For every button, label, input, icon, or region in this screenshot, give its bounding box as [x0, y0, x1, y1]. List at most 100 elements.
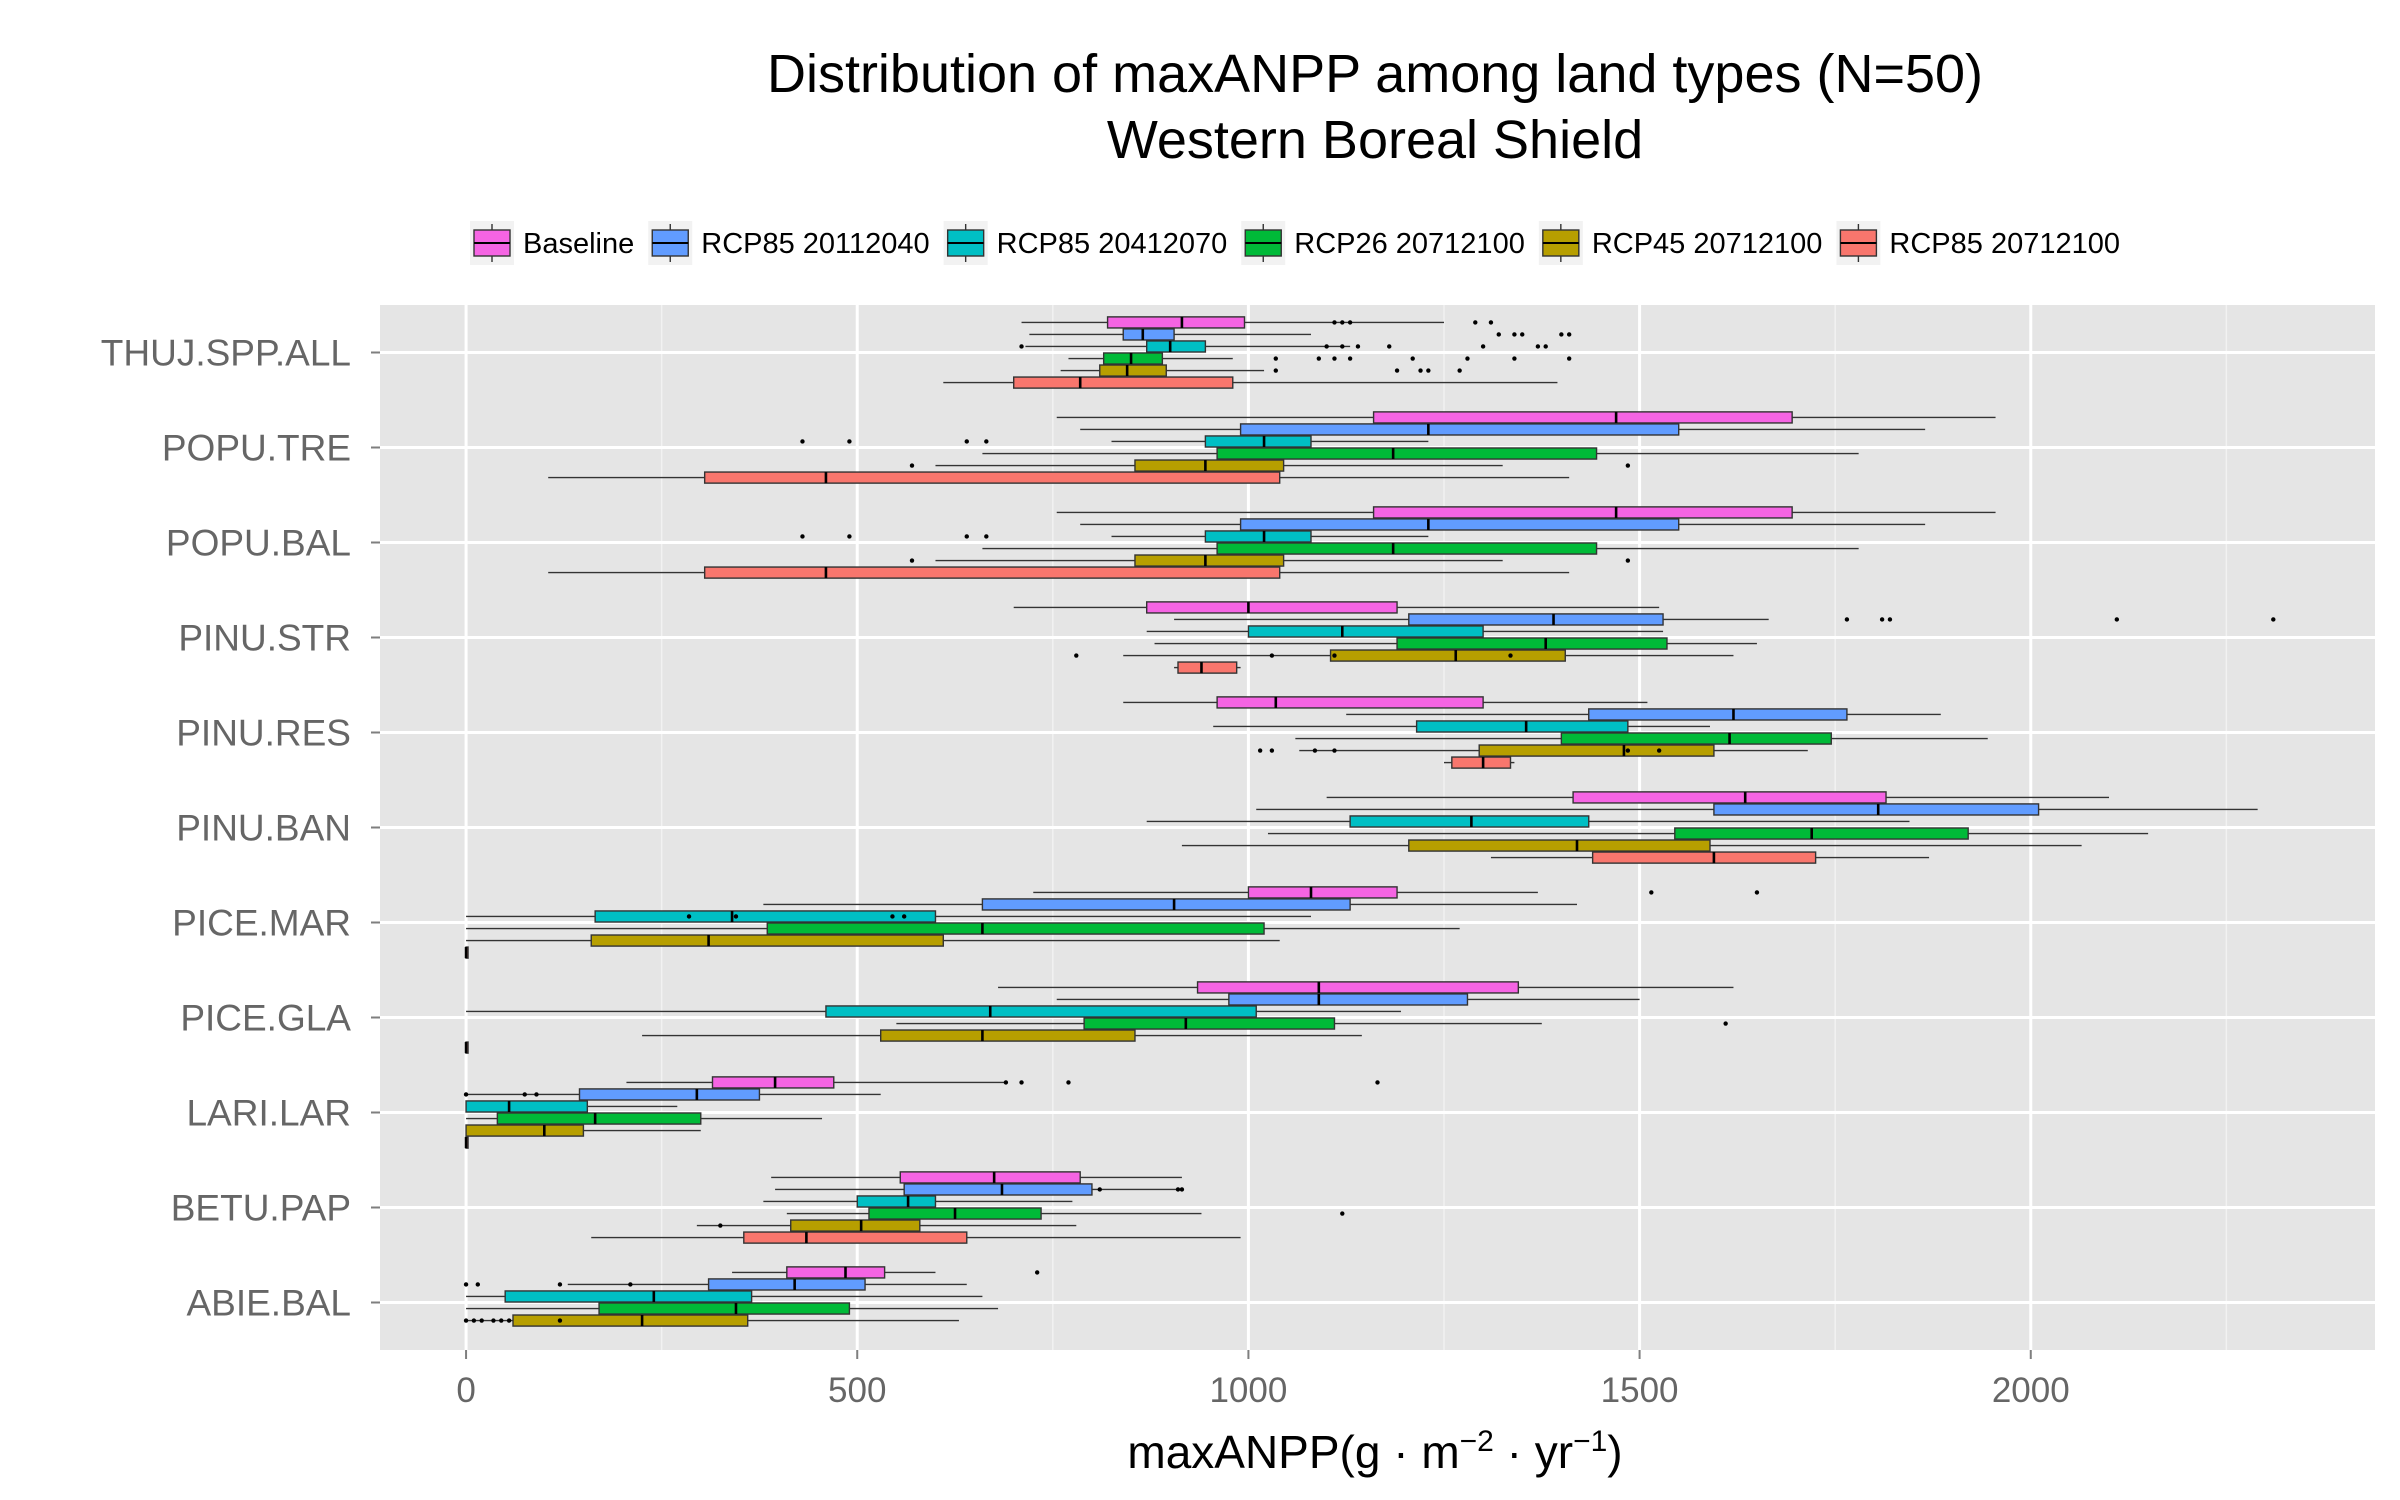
outlier-point: [1418, 368, 1423, 373]
y-tick-label: LARI.LAR: [186, 1093, 351, 1134]
box: [1134, 459, 1285, 472]
box: [981, 898, 1351, 911]
box: [1247, 886, 1398, 899]
outlier-point: [1394, 368, 1400, 373]
outlier-point: [1656, 748, 1662, 753]
box: [578, 1088, 761, 1101]
legend-label: RCP26 20712100: [1294, 228, 1525, 260]
legend-item: Baseline: [470, 221, 634, 265]
box: [1146, 601, 1398, 614]
box-group: [1346, 708, 1941, 721]
y-tick-label: BETU.PAP: [171, 1188, 351, 1229]
box: [1408, 839, 1711, 852]
box-group: [998, 981, 1734, 994]
box: [504, 1290, 753, 1303]
outlier-point: [557, 1318, 563, 1323]
box: [1408, 613, 1664, 626]
box-group: [1174, 613, 2276, 626]
outlier-point: [1340, 1211, 1345, 1216]
box: [707, 1278, 866, 1291]
boxes: [463, 316, 2276, 1327]
outlier-point: [1332, 748, 1337, 753]
box: [1451, 756, 1512, 769]
y-tick-label: ABIE.BAL: [186, 1283, 351, 1324]
outlier-point: [1754, 890, 1760, 895]
outlier-point: [1312, 748, 1318, 753]
outlier-point: [463, 1092, 469, 1097]
x-tick-label: 500: [828, 1371, 886, 1410]
box: [899, 1171, 1081, 1184]
outlier-point: [463, 1318, 469, 1323]
box: [590, 934, 944, 947]
box: [1674, 827, 1969, 840]
y-tick-label: PINU.STR: [178, 618, 351, 659]
y-tick-label: PINU.BAN: [176, 808, 351, 849]
box-group: [1257, 744, 1808, 757]
outlier-point: [1019, 344, 1024, 349]
outlier-point: [718, 1223, 723, 1228]
box: [1329, 649, 1566, 662]
x-tick-label: 1500: [1601, 1371, 1679, 1410]
x-tick-label: 1000: [1209, 1371, 1287, 1410]
box-group: [800, 530, 1429, 543]
box-group: [466, 1112, 823, 1125]
outlier-point: [463, 1282, 469, 1287]
outlier-point: [1066, 1080, 1071, 1085]
outlier-point: [475, 1282, 480, 1287]
box-group: [1256, 803, 2258, 816]
box: [1083, 1017, 1336, 1030]
box-group: [1029, 328, 1572, 341]
box: [1216, 447, 1598, 460]
box-group: [464, 1041, 469, 1054]
outlier-point: [1097, 1187, 1102, 1192]
box-group: [466, 910, 1311, 923]
outlier-point: [1625, 748, 1631, 753]
legend-item: RCP45 20712100: [1538, 221, 1822, 265]
outlier-point: [1019, 1080, 1024, 1085]
outlier-point: [1496, 332, 1501, 337]
box-group: [1074, 649, 1734, 662]
box-group: [1174, 661, 1241, 674]
outlier-point: [909, 463, 915, 468]
outlier-point: [901, 914, 907, 919]
box-group: [1056, 411, 1996, 424]
outlier-point: [1879, 617, 1885, 622]
outlier-point: [1625, 463, 1631, 468]
outlier-point: [1269, 653, 1275, 658]
outlier-point: [534, 1092, 539, 1097]
box-group: [763, 1195, 1073, 1208]
box: [1204, 435, 1312, 448]
outlier-point: [1465, 356, 1470, 361]
box-group: [463, 1314, 959, 1327]
box: [465, 1100, 589, 1113]
outlier-point: [1480, 344, 1486, 349]
outlier-point: [1387, 344, 1392, 349]
box-group: [626, 1076, 1380, 1089]
outlier-point: [471, 1318, 477, 1323]
box: [1228, 993, 1469, 1006]
box: [1177, 661, 1238, 674]
legend-item: RCP26 20712100: [1241, 221, 1525, 265]
box: [1216, 542, 1598, 555]
outlier-point: [1332, 653, 1337, 658]
box-group: [896, 1017, 1728, 1030]
outlier-point: [1723, 1021, 1728, 1026]
outlier-point: [847, 534, 852, 539]
box: [1349, 815, 1590, 828]
box: [1196, 981, 1520, 994]
box-group: [763, 898, 1577, 911]
box: [786, 1266, 886, 1279]
outlier-point: [1347, 356, 1353, 361]
box: [598, 1302, 851, 1315]
x-tick-label: 2000: [1992, 1371, 2070, 1410]
outlier-point: [1273, 356, 1278, 361]
legend-label: RCP85 20112040: [701, 228, 929, 260]
outlier-point: [522, 1092, 527, 1097]
box: [1588, 708, 1848, 721]
box-group: [1146, 815, 1910, 828]
outlier-point: [506, 1318, 512, 1323]
box-group: [1021, 316, 1494, 329]
box-group: [771, 1171, 1182, 1184]
outlier-point: [1324, 344, 1329, 349]
